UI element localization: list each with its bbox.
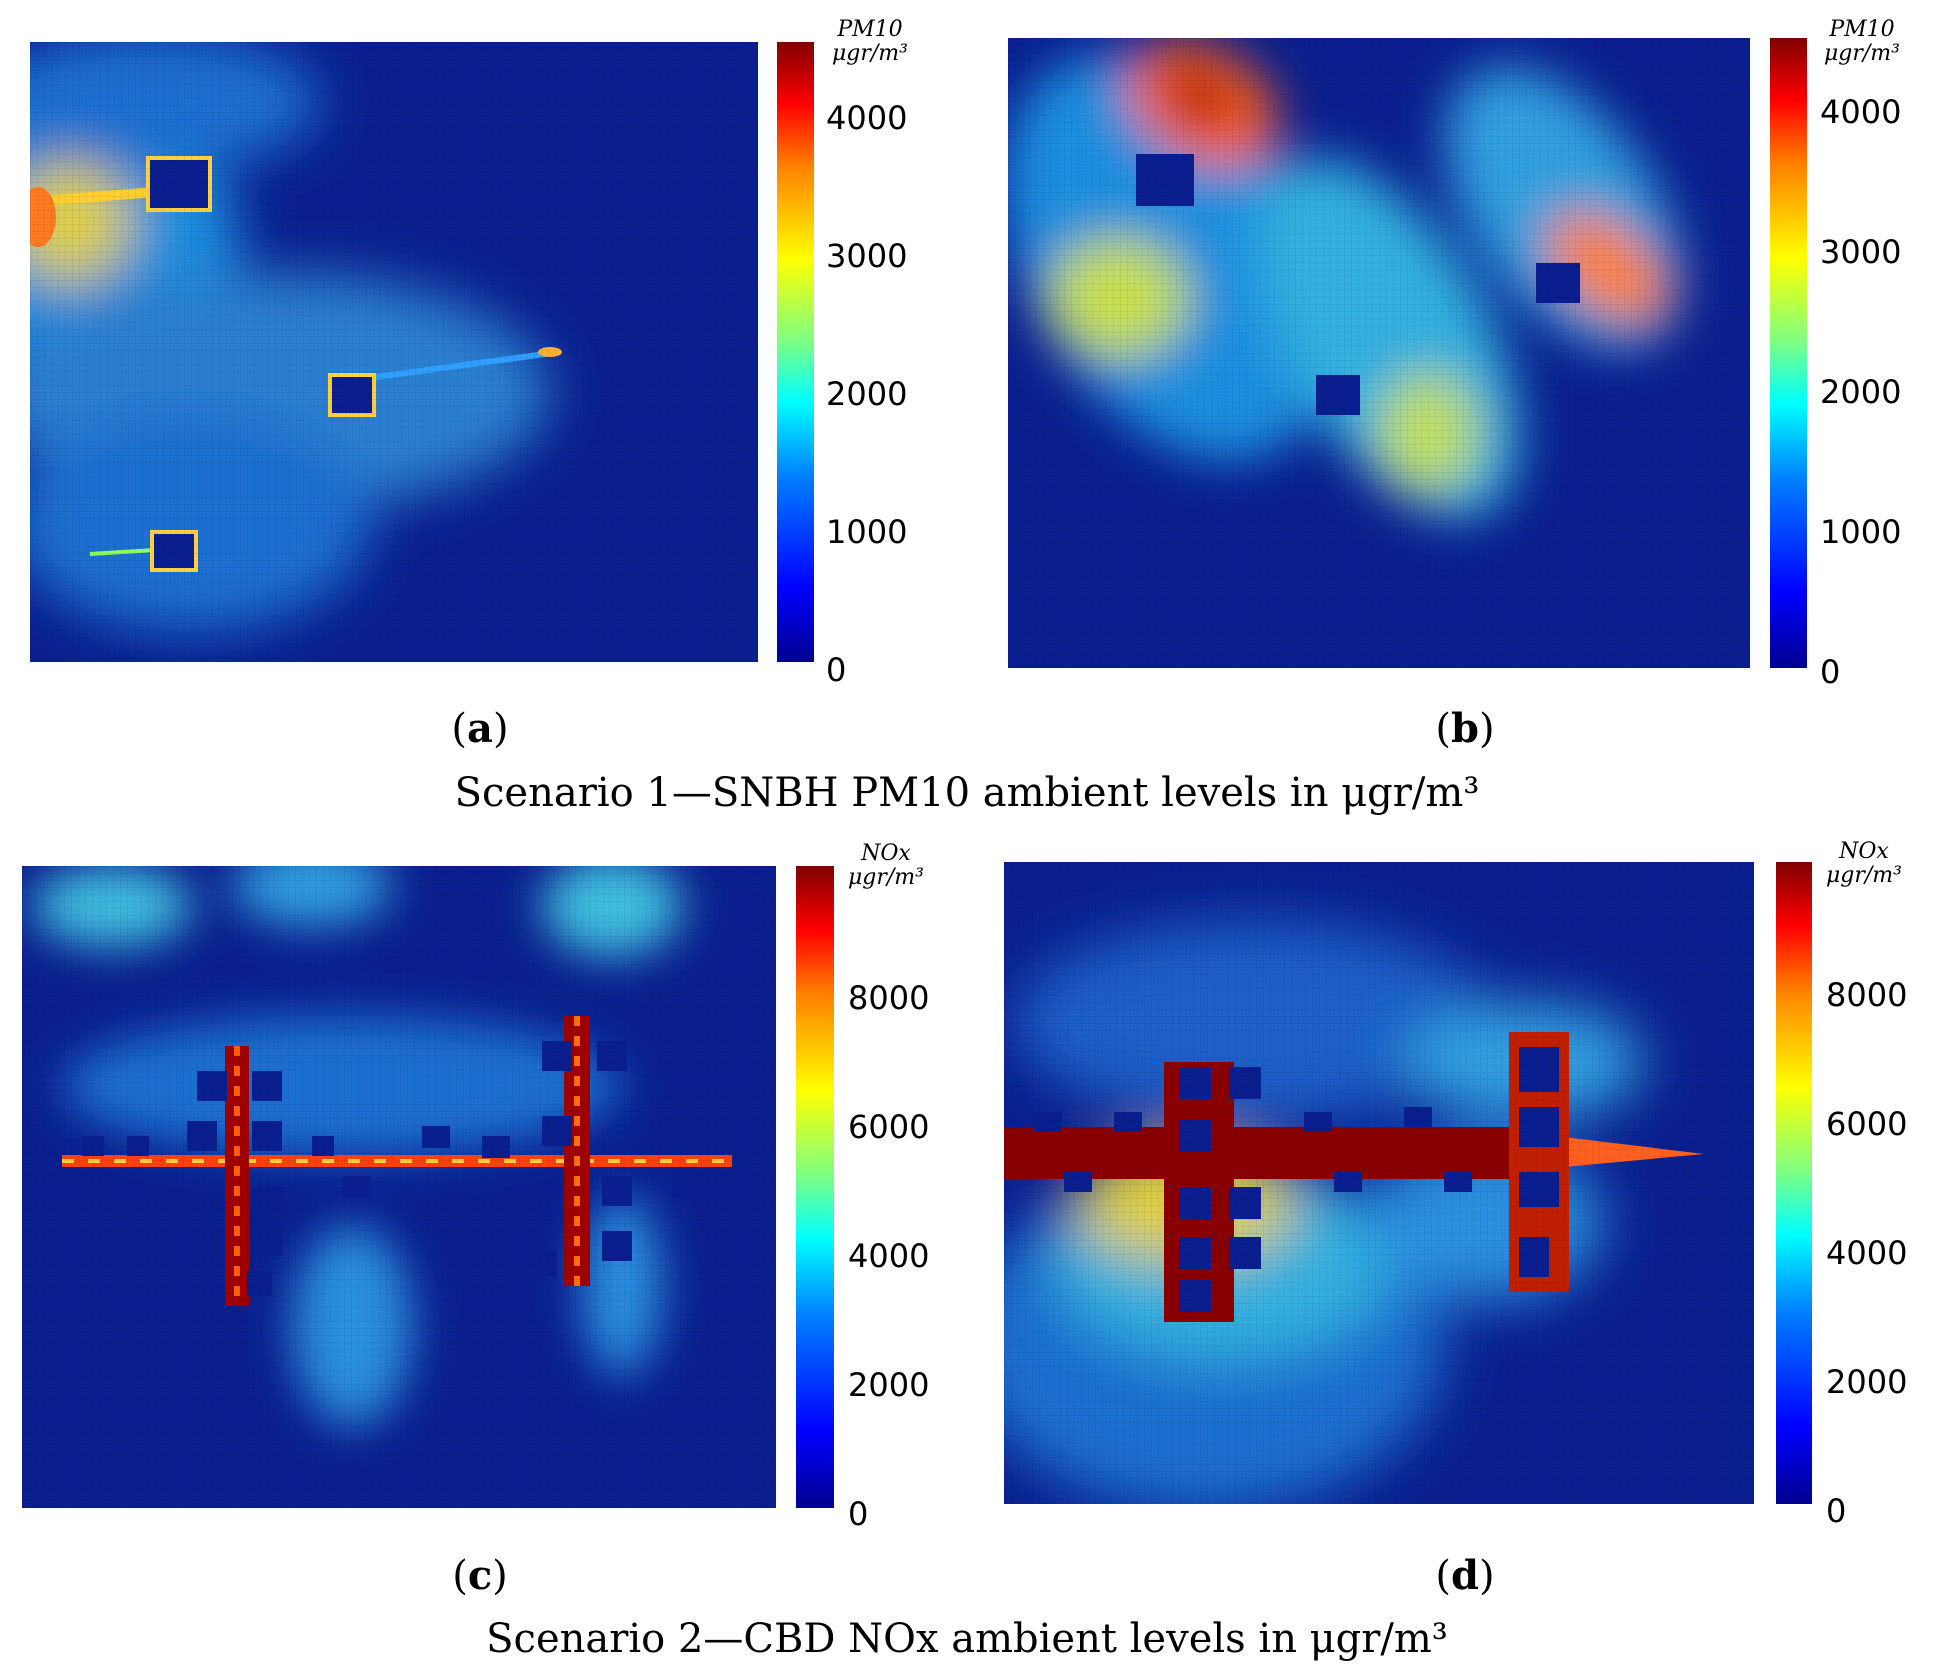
caption-bottom: Scenario 2—CBD NOx ambient levels in μgr… [486, 1616, 1448, 1662]
tick-label: 6000 [1826, 1105, 1908, 1143]
tick-label: 1000 [826, 513, 908, 551]
colorbar-b [1770, 38, 1807, 668]
colorbar-a [777, 42, 814, 662]
heatmap-a [30, 42, 758, 662]
colorbar-title-a: PM10 μgr/m³ [832, 17, 908, 66]
heatmap-c [22, 866, 776, 1508]
tick-label: 4000 [826, 99, 908, 137]
heatmap-b [1008, 38, 1750, 668]
colorbar-title-c: NOx μgr/m³ [848, 841, 924, 890]
tick-label: 2000 [826, 375, 908, 413]
colorbar-title-d: NOx μgr/m³ [1826, 839, 1902, 888]
panel-label-a: (a) [451, 705, 509, 752]
tick-label: 3000 [826, 237, 908, 275]
tick-label: 4000 [1820, 93, 1902, 131]
heatmap-d [1004, 862, 1754, 1504]
tick-label: 8000 [1826, 976, 1908, 1014]
colorbar-title-b: PM10 μgr/m³ [1824, 17, 1900, 66]
panel-label-b: (b) [1435, 705, 1495, 752]
tick-label: 1000 [1820, 513, 1902, 551]
caption-top: Scenario 1—SNBH PM10 ambient levels in μ… [454, 770, 1480, 816]
colorbar-c [796, 866, 834, 1508]
colorbar-d [1776, 862, 1812, 1504]
tick-label: 0 [826, 651, 847, 689]
tick-label: 2000 [1826, 1363, 1908, 1401]
tick-label: 0 [848, 1495, 869, 1533]
tick-label: 3000 [1820, 233, 1902, 271]
panel-label-c: (c) [452, 1552, 508, 1599]
tick-label: 4000 [848, 1237, 930, 1275]
tick-label: 8000 [848, 979, 930, 1017]
tick-label: 2000 [848, 1366, 930, 1404]
tick-label: 0 [1820, 653, 1841, 691]
tick-label: 0 [1826, 1492, 1847, 1530]
tick-label: 4000 [1826, 1234, 1908, 1272]
panel-label-d: (d) [1435, 1552, 1495, 1599]
tick-label: 6000 [848, 1108, 930, 1146]
tick-label: 2000 [1820, 373, 1902, 411]
